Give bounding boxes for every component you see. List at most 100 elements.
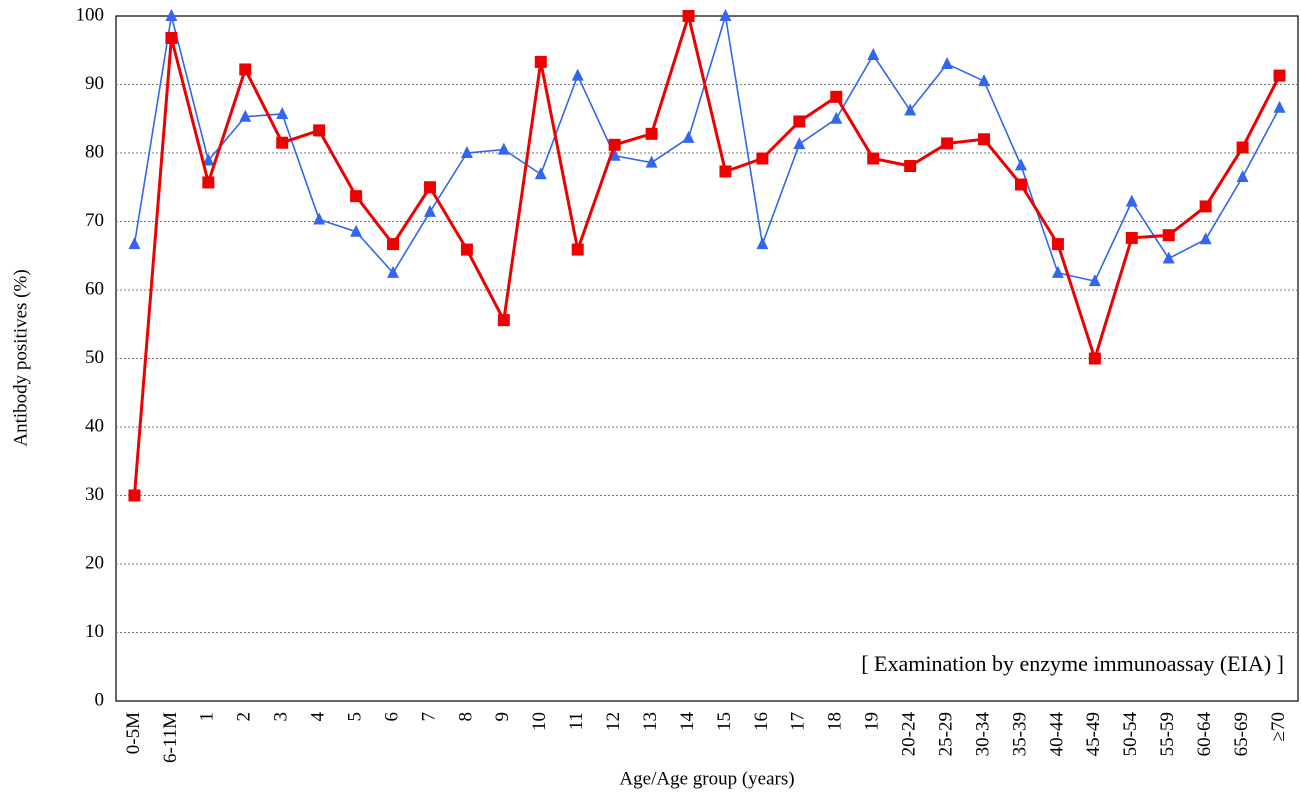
x-tick-label: 18 [825,712,846,731]
x-tick-label: 8 [455,712,476,722]
point-marker [571,243,584,256]
point-marker [460,146,473,158]
y-tick-label: 0 [95,689,105,710]
point-marker [941,137,954,150]
x-tick-label: 40-44 [1046,712,1067,757]
point-marker [497,314,510,327]
x-tick-label: 14 [677,712,698,732]
point-marker [1236,141,1249,154]
x-axis-label: Age/Age group (years) [619,768,794,789]
point-marker [276,106,289,119]
x-tick-label: 6 [381,712,402,722]
x-tick-label: 6-11M [160,712,181,763]
point-marker [534,167,547,180]
x-tick-label: 1 [197,712,218,722]
y-tick-label: 60 [85,278,104,299]
x-tick-label: 4 [308,712,329,722]
point-marker [239,63,252,76]
x-tick-label: 19 [862,712,883,731]
point-marker [423,204,436,217]
x-tick-label: 3 [271,712,292,722]
point-marker [830,111,843,124]
x-tick-label: 30-34 [972,712,993,757]
x-tick-label: 0-5M [123,712,144,754]
point-marker [1199,232,1212,245]
y-tick-label: 30 [85,484,104,505]
x-tick-label: 16 [751,712,772,731]
point-marker [608,138,621,151]
x-tick-label: 50-54 [1120,712,1141,757]
y-tick-label: 80 [85,141,104,162]
point-marker [1125,194,1138,207]
x-tick-label: 65-69 [1231,712,1252,756]
point-marker [645,155,658,168]
x-tick-label: 55-59 [1157,712,1178,756]
point-marker [128,237,141,250]
point-marker [756,152,769,165]
point-marker [793,115,806,128]
point-marker [202,153,215,166]
x-tick-label: 15 [714,712,735,731]
point-marker [534,55,547,68]
point-marker [1236,169,1249,182]
x-tick-label: 10 [529,712,550,731]
point-marker [165,9,178,21]
point-marker [202,176,215,189]
point-marker [350,190,363,203]
point-marker [423,181,436,194]
point-marker [239,109,252,122]
point-marker [1051,238,1064,251]
point-marker [1273,69,1286,82]
point-marker [941,56,954,69]
x-tick-label: ≥70 [1268,712,1289,741]
x-tick-label: 2 [234,712,255,722]
point-marker [830,90,843,103]
x-tick-label: 45-49 [1083,712,1104,756]
series-line [132,14,1281,496]
y-tick-label: 50 [85,347,104,368]
point-marker [128,489,141,502]
point-marker [1199,200,1212,213]
point-marker [1162,251,1175,264]
annotation: [ Examination by enzyme immunoassay (EIA… [861,651,1284,676]
y-tick-label: 20 [85,552,104,573]
point-marker [1162,229,1175,242]
point-marker [682,10,695,22]
point-marker [756,237,769,250]
x-tick-label: 11 [566,712,587,730]
y-tick-label: 100 [76,4,105,25]
point-marker [904,103,917,116]
point-marker [719,165,732,178]
y-tick-label: 90 [85,73,104,94]
x-tick-label: 12 [603,712,624,731]
point-marker [165,31,178,44]
point-marker [682,130,695,143]
x-tick-label: 5 [344,712,365,722]
point-marker [1088,352,1101,365]
y-axis-label: Antibody positives (%) [10,269,31,446]
point-marker [719,9,732,21]
point-marker [1273,100,1286,113]
point-marker [978,74,991,87]
point-marker [1014,158,1027,171]
point-marker [350,224,363,237]
x-tick-label: 35-39 [1009,712,1030,756]
point-marker [867,48,880,61]
point-marker [313,212,326,225]
x-tick-label: 20-24 [899,712,920,757]
y-tick-label: 40 [85,415,104,436]
x-tick-label: 7 [418,712,439,722]
point-marker [497,142,510,155]
y-tick-label: 10 [85,621,104,642]
x-tick-label: 60-64 [1194,712,1215,757]
point-marker [1088,274,1101,287]
point-marker [387,265,400,278]
point-marker [313,124,326,137]
x-tick-label: 13 [640,712,661,731]
x-tick-label: 9 [492,712,513,722]
x-tick-label: 25-29 [935,712,956,756]
x-tick-label: 17 [788,712,809,731]
point-marker [571,68,584,81]
point-marker [904,160,917,173]
